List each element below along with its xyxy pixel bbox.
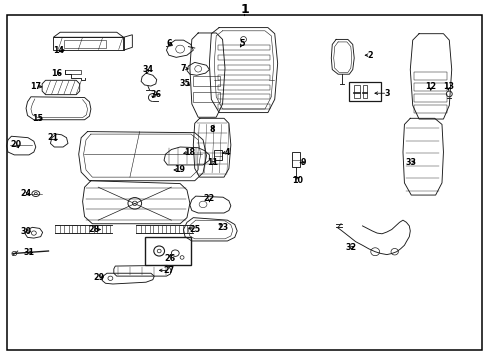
Bar	[217, 55, 270, 60]
Text: 4: 4	[224, 148, 230, 157]
Text: 22: 22	[203, 194, 215, 203]
Bar	[186, 225, 191, 233]
Text: 15: 15	[32, 114, 42, 123]
Bar	[97, 225, 102, 233]
Text: 25: 25	[189, 225, 200, 234]
Bar	[348, 82, 380, 101]
Bar	[413, 105, 447, 113]
Bar	[217, 45, 270, 50]
Text: 14: 14	[53, 46, 63, 55]
Bar	[362, 85, 366, 98]
Text: 1: 1	[240, 3, 248, 16]
Text: 10: 10	[291, 176, 302, 185]
Text: 7: 7	[181, 64, 186, 73]
Text: 18: 18	[184, 148, 195, 157]
Bar	[65, 69, 81, 74]
Text: 6: 6	[166, 39, 171, 48]
Text: 26: 26	[164, 254, 176, 263]
Text: 9: 9	[300, 158, 305, 167]
Bar	[292, 152, 300, 167]
Text: 32: 32	[345, 243, 356, 252]
Text: 8: 8	[209, 125, 215, 134]
Text: 21: 21	[48, 133, 59, 142]
Bar	[413, 72, 447, 80]
Text: 19: 19	[174, 166, 185, 175]
Text: 34: 34	[142, 65, 153, 74]
Text: 28: 28	[88, 225, 100, 234]
Text: 24: 24	[20, 189, 32, 198]
Bar	[193, 92, 220, 102]
Bar	[178, 225, 183, 233]
Bar	[63, 225, 68, 233]
Text: 13: 13	[442, 82, 453, 91]
Text: 2: 2	[367, 51, 372, 60]
Bar	[64, 40, 105, 48]
Text: 3: 3	[384, 89, 389, 98]
Text: 12: 12	[425, 82, 435, 91]
Bar	[353, 85, 359, 98]
Bar	[413, 83, 447, 91]
Bar	[89, 225, 94, 233]
Bar	[217, 104, 270, 109]
Bar	[144, 237, 190, 265]
Bar	[217, 75, 270, 80]
Bar	[80, 225, 85, 233]
Text: 5: 5	[239, 39, 244, 48]
Bar	[217, 65, 270, 70]
Text: 35: 35	[179, 80, 190, 89]
Text: 16: 16	[51, 69, 62, 78]
Text: 30: 30	[20, 228, 32, 237]
Bar	[55, 225, 60, 233]
Text: 27: 27	[163, 266, 174, 275]
Bar	[105, 225, 110, 233]
Bar	[214, 150, 222, 160]
Text: 17: 17	[30, 82, 41, 91]
Bar	[413, 94, 447, 102]
Bar	[217, 94, 270, 99]
Text: 36: 36	[150, 90, 161, 99]
Bar	[217, 85, 270, 90]
Bar	[136, 225, 141, 233]
Text: 31: 31	[23, 248, 35, 257]
Text: 11: 11	[207, 158, 218, 167]
Bar	[170, 225, 175, 233]
Text: 20: 20	[11, 140, 22, 149]
Bar	[193, 76, 220, 86]
Bar	[161, 225, 166, 233]
Bar	[144, 225, 149, 233]
Bar	[72, 225, 77, 233]
Bar	[153, 225, 158, 233]
Text: 23: 23	[217, 223, 228, 232]
Text: 29: 29	[93, 273, 104, 282]
Text: 33: 33	[405, 158, 416, 167]
